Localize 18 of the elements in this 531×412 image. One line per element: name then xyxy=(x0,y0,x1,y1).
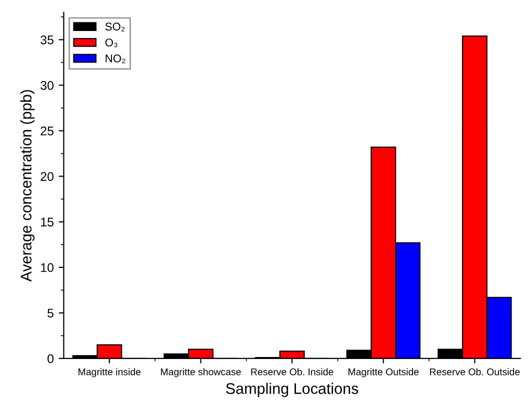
y-tick-label: 10 xyxy=(41,263,54,272)
y-tick-label: 30 xyxy=(40,81,54,90)
legend-label: NO₂ xyxy=(106,54,126,64)
x-tick-label: Magritte inside xyxy=(78,368,141,378)
x-tick-label: Magritte showcase xyxy=(160,368,241,378)
y-axis-title: Average concentration (ppb) xyxy=(20,90,35,282)
legend-label: O₃ xyxy=(105,38,118,48)
x-tick-label: Reserve Ob. Outside xyxy=(430,368,520,376)
y-tick-label: 0 xyxy=(48,354,54,364)
y-tick-label: 15 xyxy=(41,218,54,226)
y-tick-label: 35 xyxy=(40,35,54,44)
y-tick-label: 5 xyxy=(48,308,54,318)
y-tick-label: 25 xyxy=(40,126,54,136)
x-tick-label: Reserve Ob. Inside xyxy=(251,368,334,376)
legend-label: SO₂ xyxy=(105,22,125,32)
x-axis-title: Sampling Locations xyxy=(226,382,358,398)
y-tick-label: 20 xyxy=(40,172,54,181)
x-tick-label: Magritte Outside xyxy=(348,368,419,378)
